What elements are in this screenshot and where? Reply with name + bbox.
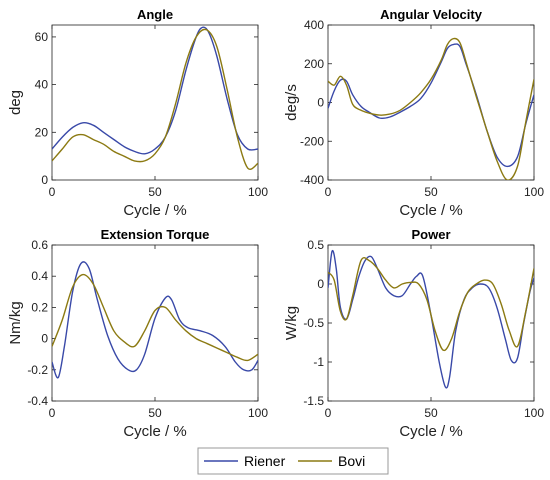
y-axis-label: W/kg	[283, 306, 300, 340]
x-axis-label: Cycle / %	[399, 202, 462, 219]
y-tick-label: -400	[300, 173, 324, 187]
y-tick-label: 0	[41, 332, 48, 346]
x-tick-label: 100	[248, 185, 268, 199]
y-axis-label: deg	[7, 90, 24, 115]
y-tick-label: 0.2	[31, 300, 48, 314]
x-tick-label: 0	[325, 406, 332, 420]
subplot-1: 0 50 100 0 20 40 60 Angle Cycle / % deg	[7, 7, 268, 219]
y-tick-label: -1	[313, 355, 324, 369]
subplot-title: Angular Velocity	[380, 7, 483, 22]
series-line-bovi	[52, 28, 258, 170]
x-tick-label: 100	[248, 406, 268, 420]
y-tick-label: 0	[317, 277, 324, 291]
x-tick-label: 100	[524, 185, 544, 199]
x-tick-label: 0	[49, 406, 56, 420]
legend-label-bovi: Bovi	[338, 453, 365, 469]
y-tick-label: -1.5	[303, 394, 324, 408]
x-axis-label: Cycle / %	[123, 423, 186, 440]
y-tick-label: -0.2	[27, 363, 48, 377]
series-line-bovi	[328, 37, 534, 180]
series-line-riener	[328, 249, 534, 389]
x-tick-label: 0	[49, 185, 56, 199]
y-tick-label: -200	[300, 134, 324, 148]
y-tick-label: 60	[35, 30, 49, 44]
subplot-title: Power	[411, 227, 450, 242]
y-tick-label: 200	[304, 57, 324, 71]
y-axis-label: deg/s	[283, 84, 300, 121]
x-tick-label: 0	[325, 185, 332, 199]
y-tick-label: 0.4	[31, 269, 48, 283]
subplot-2: 0 50 100 -400 -200 0 200 400 Angular Velocity Cyc…	[283, 7, 544, 219]
x-axis-label: Cycle / %	[123, 202, 186, 219]
y-tick-label: 400	[304, 18, 324, 32]
y-tick-label: 0.5	[307, 238, 324, 252]
y-tick-label: 20	[35, 125, 49, 139]
x-axis-label: Cycle / %	[399, 423, 462, 440]
x-tick-label: 50	[148, 185, 162, 199]
y-tick-label: 0.6	[31, 238, 48, 252]
series-line-riener	[52, 261, 258, 379]
y-tick-label: -0.5	[303, 316, 324, 330]
subplot-4: 0 50 100 -1.5 -1 -0.5 0 0.5 Power Cycle / % W/kg	[283, 227, 544, 440]
series-line-bovi	[328, 257, 534, 352]
y-tick-label: 0	[317, 96, 324, 110]
y-tick-label: -0.4	[27, 394, 48, 408]
x-tick-label: 100	[524, 406, 544, 420]
y-tick-label: 0	[41, 173, 48, 187]
series-line-riener	[52, 26, 258, 155]
subplot-title: Extension Torque	[101, 227, 210, 242]
series-line-riener	[328, 43, 534, 168]
subplot-3: 0 50 100 -0.4 -0.2 0 0.2 0.4 0.6 Extension Torque…	[7, 227, 268, 440]
subplots-container: 0 50 100 0 20 40 60 Angle Cycle / % deg 0 50 100 -400…	[7, 7, 544, 440]
series-line-bovi	[52, 273, 258, 362]
x-tick-label: 50	[148, 406, 162, 420]
y-axis-label: Nm/kg	[7, 301, 24, 344]
y-tick-label: 40	[35, 78, 49, 92]
legend-label-riener: Riener	[244, 453, 286, 469]
subplot-title: Angle	[137, 7, 173, 22]
x-tick-label: 50	[424, 406, 438, 420]
legend: Riener Bovi	[197, 447, 389, 475]
x-tick-label: 50	[424, 185, 438, 199]
